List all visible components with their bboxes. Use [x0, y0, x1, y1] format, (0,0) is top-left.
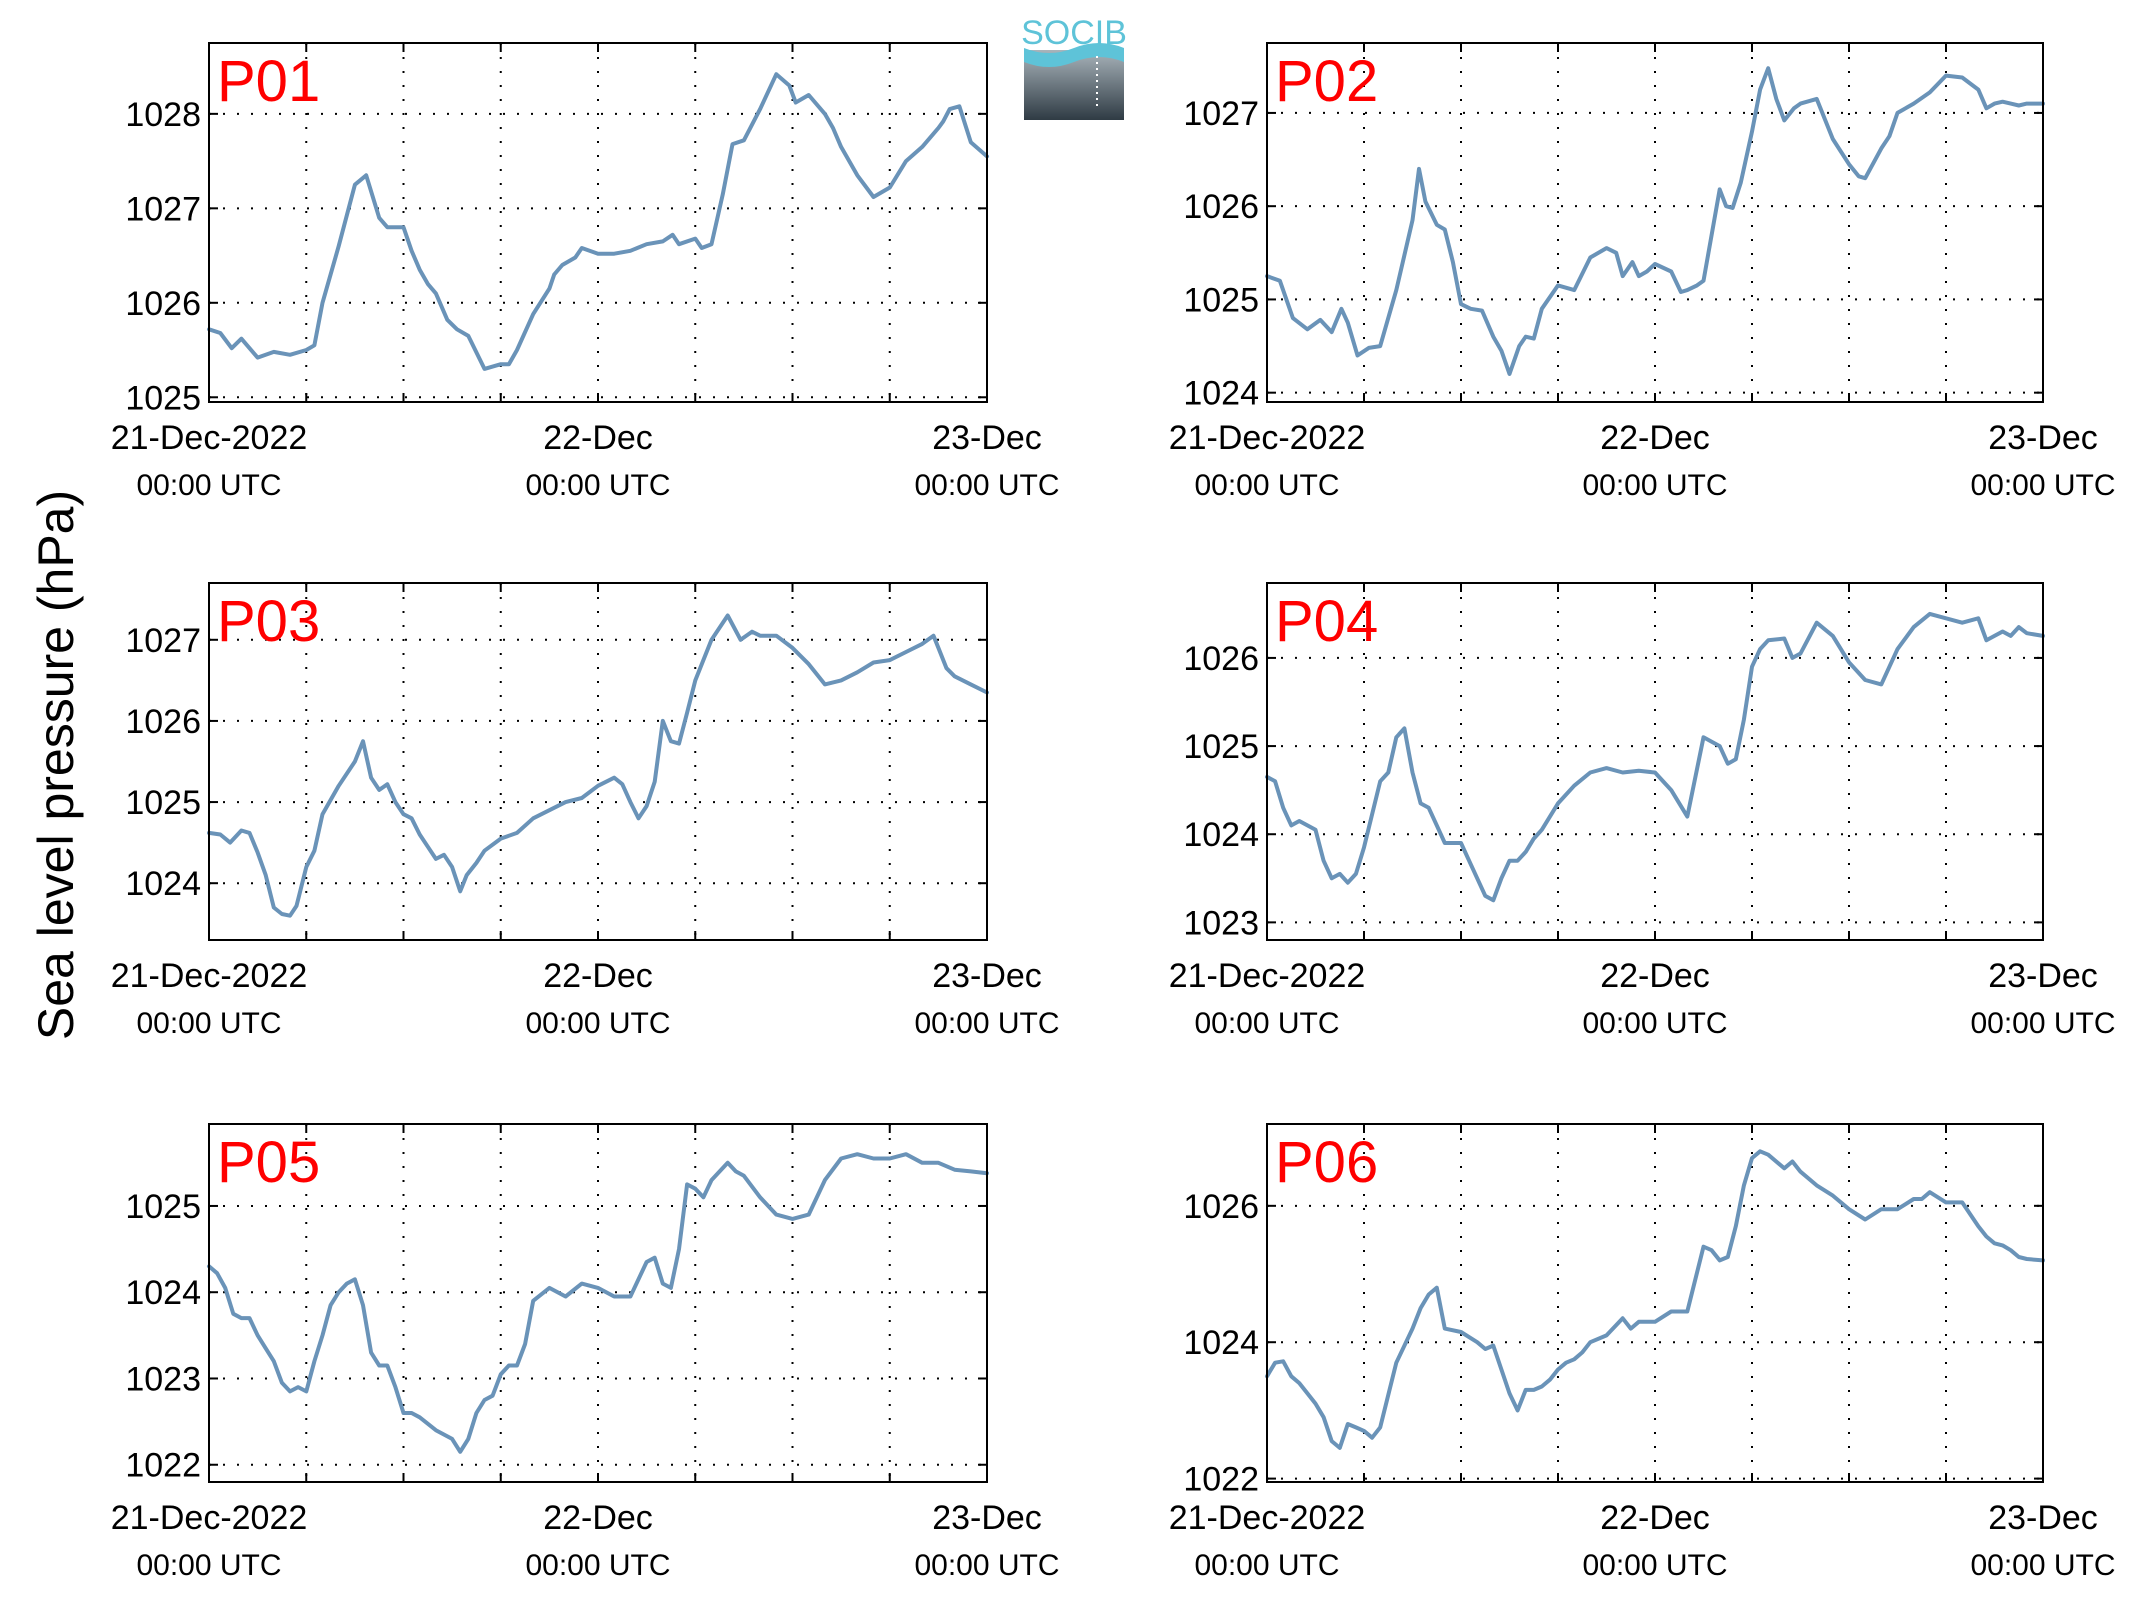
chart-panel-p03: 1024 1025 1026 1027 21-Dec-2022 00:00 UTC 22-D…: [111, 582, 1060, 1040]
y-tick-label: 1022: [125, 1447, 201, 1485]
x-tick-label: 22-Dec: [1600, 419, 1710, 457]
panel-title: P04: [1275, 589, 1378, 654]
chart-panel-p02: 1024 1025 1026 1027 21-Dec-2022 00:00 UTC 22-D…: [1169, 42, 2116, 502]
y-tick-label: 1027: [1183, 95, 1259, 133]
axes-frame: [1266, 582, 2044, 941]
y-tick-label: 1024: [1183, 1324, 1259, 1362]
chart-panel-p05: 1022 1023 1024 1025 21-Dec-2022 00:00 UTC 22-D…: [111, 1123, 1060, 1582]
x-tick-label: 23-Dec: [932, 1499, 1042, 1537]
x-tick-sublabel: 00:00 UTC: [1194, 1549, 1339, 1582]
y-tick-label: 1025: [125, 1188, 201, 1226]
x-tick-label: 23-Dec: [1988, 957, 2098, 995]
y-tick-label: 1025: [1183, 281, 1259, 319]
axes-frame: [208, 42, 988, 403]
y-tick-label: 1024: [125, 865, 201, 903]
x-tick-label: 21-Dec-2022: [111, 1499, 308, 1537]
x-tick-sublabel: 00:00 UTC: [1582, 1007, 1727, 1040]
axes-frame: [208, 582, 988, 941]
axes-frame: [208, 1123, 988, 1483]
logo-label: SOCIB: [1021, 14, 1127, 52]
chart-panel-p06: 1022 1024 1026 21-Dec-2022 00:00 UTC 22-Dec 00…: [1169, 1123, 2116, 1582]
panel-title: P01: [217, 49, 320, 114]
x-tick-label: 23-Dec: [932, 957, 1042, 995]
x-tick-label: 23-Dec: [1988, 1499, 2098, 1537]
socib-logo: SOCIB: [1021, 14, 1127, 120]
y-tick-label: 1026: [1183, 188, 1259, 226]
panel-title: P05: [217, 1130, 320, 1195]
x-tick-sublabel: 00:00 UTC: [525, 1549, 670, 1582]
x-tick-label: 21-Dec-2022: [1169, 419, 1366, 457]
x-tick-label: 22-Dec: [543, 957, 653, 995]
y-axis-label: Sea level pressure (hPa): [28, 490, 84, 1040]
x-tick-sublabel: 00:00 UTC: [525, 469, 670, 502]
y-tick-label: 1025: [125, 379, 201, 417]
x-tick-sublabel: 00:00 UTC: [1582, 1549, 1727, 1582]
y-tick-label: 1023: [1183, 904, 1259, 942]
y-tick-label: 1027: [125, 622, 201, 660]
x-tick-sublabel: 00:00 UTC: [1194, 1007, 1339, 1040]
x-tick-sublabel: 00:00 UTC: [136, 469, 281, 502]
panel-title: P03: [217, 589, 320, 654]
x-tick-sublabel: 00:00 UTC: [136, 1549, 281, 1582]
y-tick-label: 1025: [1183, 728, 1259, 766]
axes-frame: [1266, 1123, 2044, 1483]
panel-title: P02: [1275, 49, 1378, 114]
x-tick-sublabel: 00:00 UTC: [1970, 1549, 2115, 1582]
x-tick-label: 22-Dec: [1600, 957, 1710, 995]
x-tick-sublabel: 00:00 UTC: [1970, 469, 2115, 502]
x-tick-sublabel: 00:00 UTC: [1582, 469, 1727, 502]
x-tick-sublabel: 00:00 UTC: [1194, 469, 1339, 502]
y-tick-label: 1024: [125, 1274, 201, 1312]
x-tick-sublabel: 00:00 UTC: [914, 469, 1059, 502]
y-tick-label: 1027: [125, 190, 201, 228]
series-line-p03: [207, 613, 989, 918]
y-tick-label: 1026: [125, 285, 201, 323]
series-line-p02: [1265, 66, 2045, 376]
x-tick-label: 21-Dec-2022: [1169, 1499, 1366, 1537]
y-tick-label: 1023: [125, 1360, 201, 1398]
axes-frame: [1266, 42, 2044, 403]
chart-panel-p01: 1025 1026 1027 1028 21-Dec-2022 00:00 UTC 22-D…: [111, 42, 1060, 502]
x-tick-sublabel: 00:00 UTC: [1970, 1007, 2115, 1040]
y-tick-label: 1024: [1183, 816, 1259, 854]
y-tick-label: 1024: [1183, 375, 1259, 413]
chart-panel-p04: 1023 1024 1025 1026 21-Dec-2022 00:00 UTC 22-D…: [1169, 582, 2116, 1040]
y-tick-label: 1026: [125, 703, 201, 741]
x-tick-label: 21-Dec-2022: [111, 957, 308, 995]
y-tick-label: 1022: [1183, 1461, 1259, 1499]
x-tick-label: 22-Dec: [543, 1499, 653, 1537]
x-tick-sublabel: 00:00 UTC: [914, 1007, 1059, 1040]
x-tick-sublabel: 00:00 UTC: [914, 1549, 1059, 1582]
y-tick-label: 1028: [125, 96, 201, 134]
series-line-p04: [1265, 611, 2045, 903]
x-tick-sublabel: 00:00 UTC: [525, 1007, 670, 1040]
x-tick-label: 21-Dec-2022: [111, 419, 308, 457]
panel-title: P06: [1275, 1130, 1378, 1195]
x-tick-label: 22-Dec: [1600, 1499, 1710, 1537]
y-tick-label: 1026: [1183, 640, 1259, 678]
series-line-p05: [207, 1152, 989, 1454]
series-line-p06: [1265, 1149, 2045, 1450]
y-tick-label: 1026: [1183, 1188, 1259, 1226]
x-tick-label: 23-Dec: [1988, 419, 2098, 457]
x-tick-label: 21-Dec-2022: [1169, 957, 1366, 995]
x-tick-label: 22-Dec: [543, 419, 653, 457]
x-tick-label: 23-Dec: [932, 419, 1042, 457]
y-tick-label: 1025: [125, 784, 201, 822]
x-tick-sublabel: 00:00 UTC: [136, 1007, 281, 1040]
series-line-p01: [207, 72, 989, 371]
